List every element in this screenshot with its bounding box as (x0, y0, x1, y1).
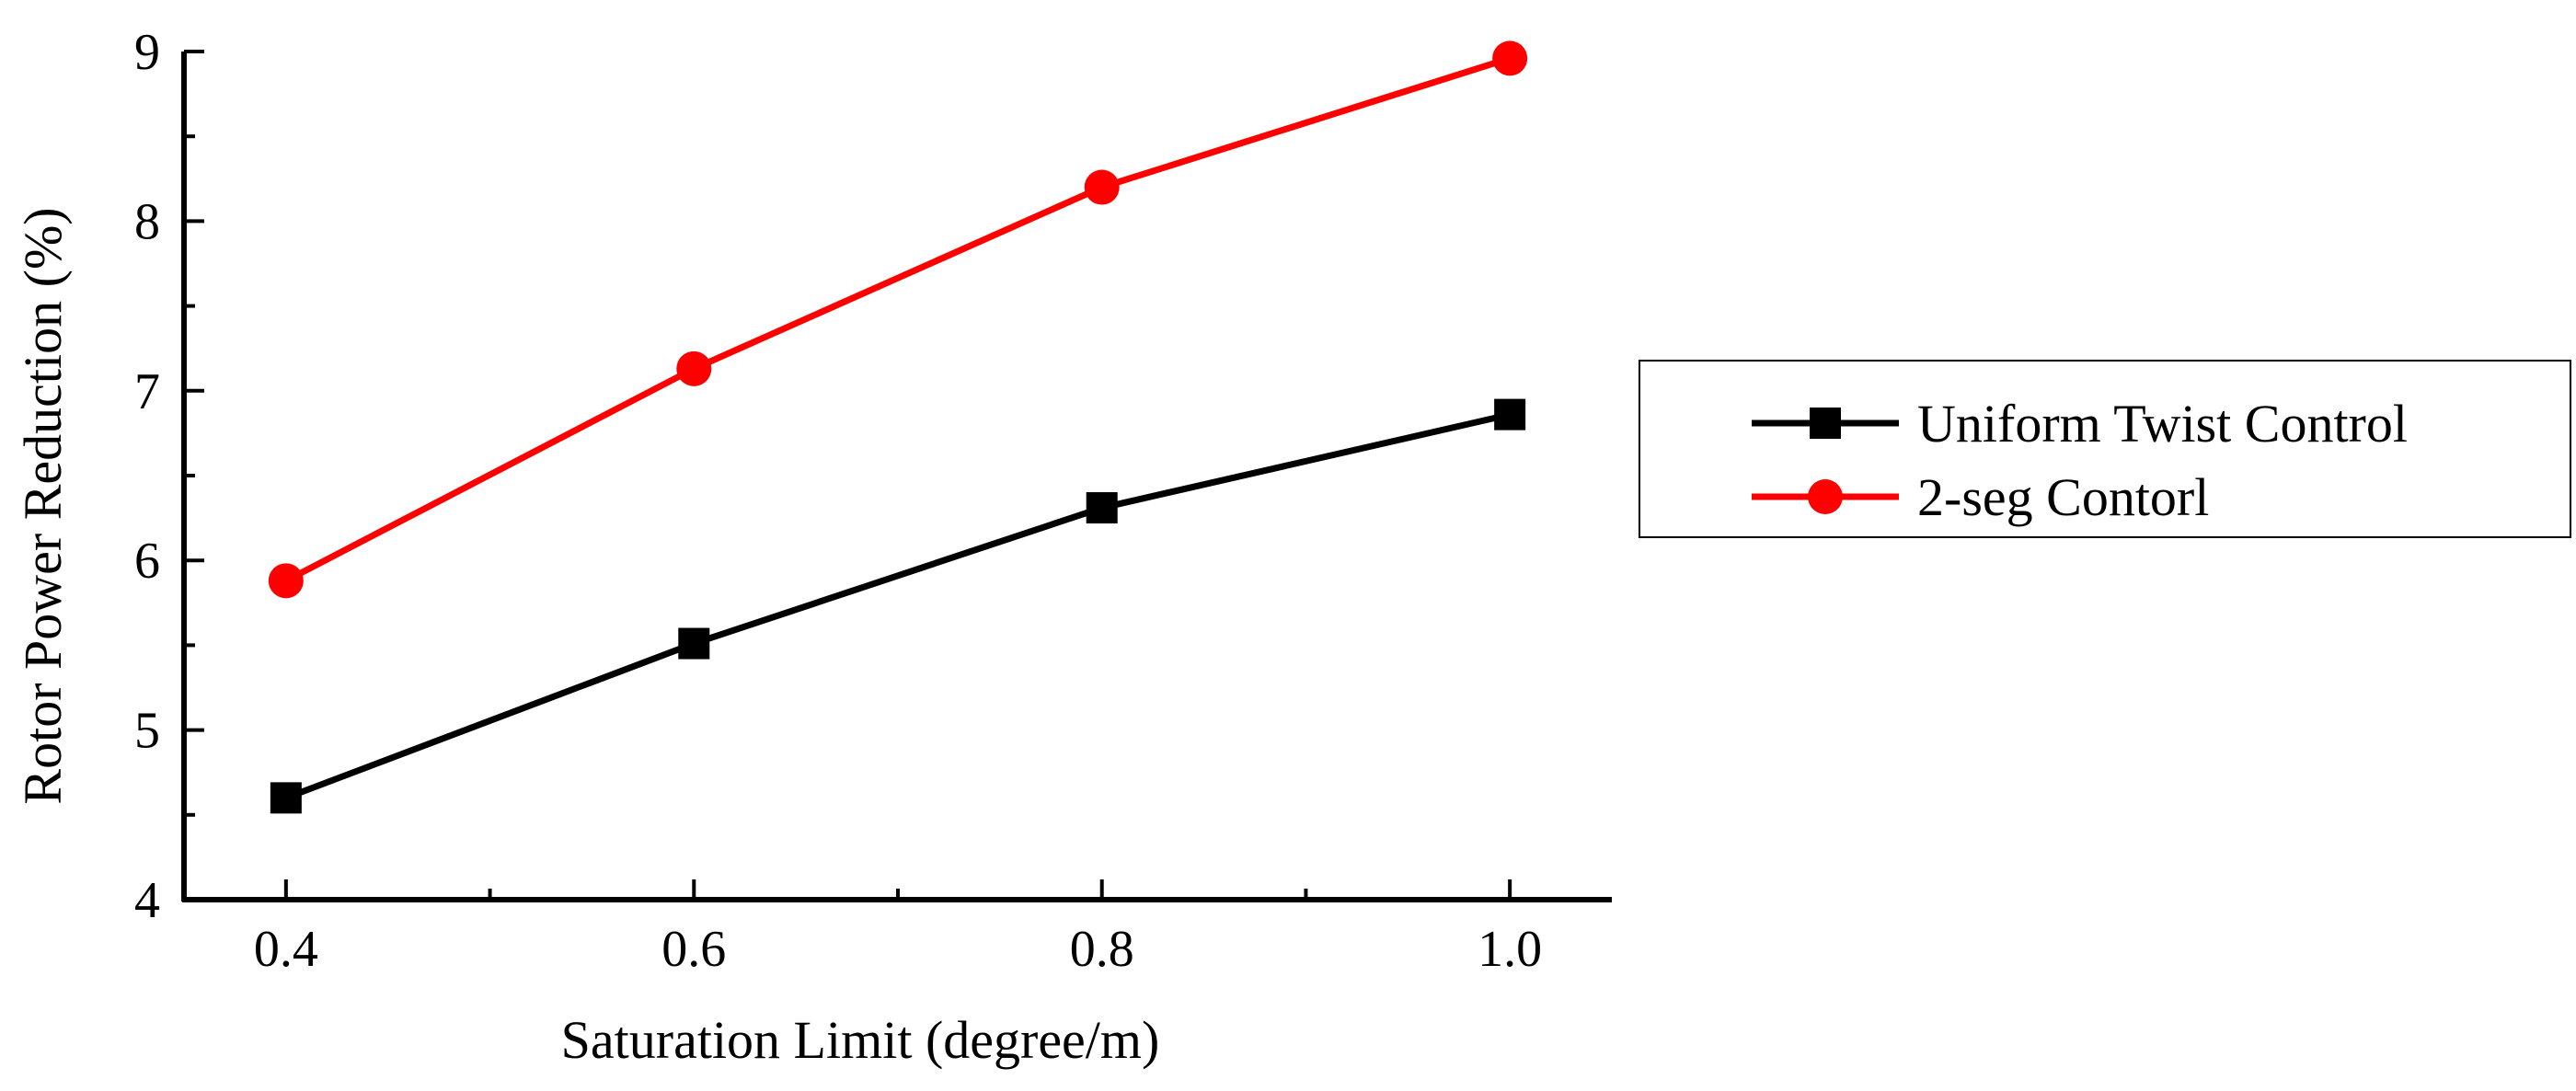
x-tick-label: 0.6 (661, 921, 726, 978)
legend-label: Uniform Twist Control (1917, 394, 2408, 454)
data-point (270, 782, 302, 814)
legend-marker (1808, 479, 1843, 514)
data-point (1494, 398, 1526, 431)
y-axis-title: Rotor Power Reduction (%) (13, 207, 73, 804)
y-tick-label: 9 (134, 24, 160, 81)
axes-layer: 4 5 6 7 8 9 0.4 0.6 0.8 1.0 (134, 24, 1612, 978)
y-tick-label: 7 (134, 363, 160, 420)
series-line (284, 411, 1511, 801)
data-point (1492, 40, 1528, 76)
y-tick-label: 4 (134, 872, 160, 929)
x-tick-label: 1.0 (1478, 921, 1542, 978)
y-tick-label: 6 (134, 533, 160, 590)
data-point (268, 563, 304, 599)
x-tick-label: 0.8 (1070, 921, 1134, 978)
data-point (678, 627, 710, 660)
x-axis-title: Saturation Limit (degree/m) (561, 1010, 1160, 1070)
data-point (1084, 169, 1120, 205)
data-point (676, 350, 712, 386)
y-tick-label: 8 (134, 193, 160, 250)
legend-items: Uniform Twist Control 2-seg Contorl (1752, 394, 2408, 527)
legend-marker (1810, 408, 1841, 439)
x-tick-label: 0.4 (254, 921, 318, 978)
legend: Uniform Twist Control 2-seg Contorl (1639, 360, 2571, 538)
series-layer (268, 40, 1528, 814)
data-point (1086, 492, 1118, 524)
y-tick-label: 5 (134, 703, 160, 760)
legend-label: 2-seg Contorl (1917, 467, 2209, 527)
series-line (284, 55, 1512, 584)
legend-box (1639, 360, 2571, 538)
